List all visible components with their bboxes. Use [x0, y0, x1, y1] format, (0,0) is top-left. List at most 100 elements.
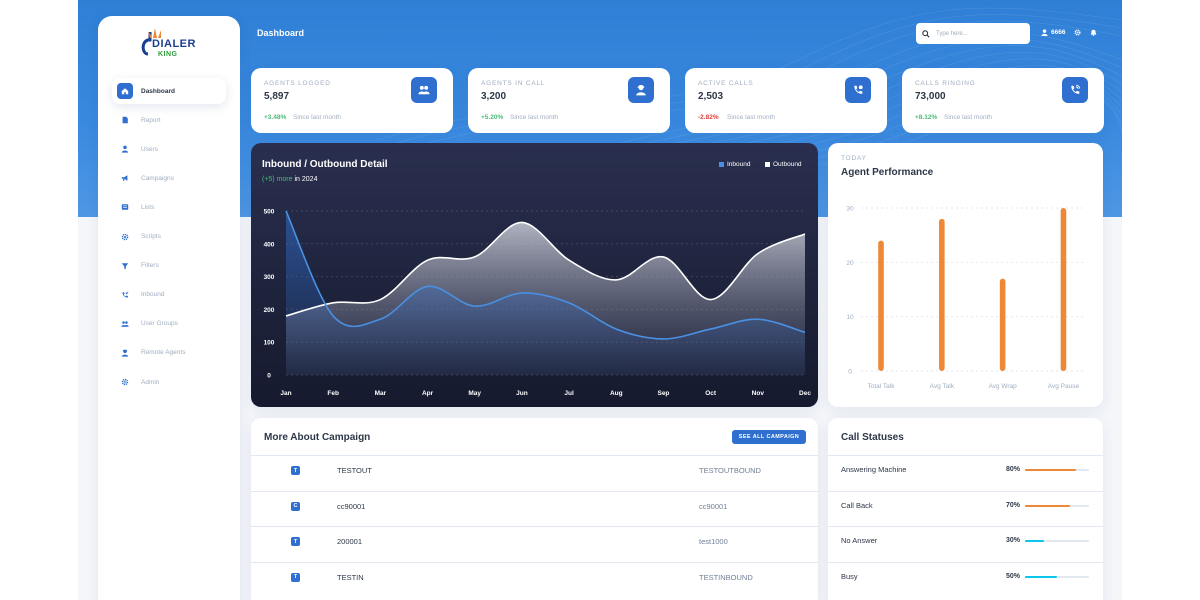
status-name: No Answer: [841, 536, 878, 545]
status-percent: 50%: [1006, 572, 1021, 580]
stat-value: 5,897: [264, 91, 290, 102]
sidebar-item-users[interactable]: Users: [112, 136, 226, 162]
stat-value: 3,200: [481, 91, 507, 102]
x-tick-label: Sep: [657, 390, 669, 397]
settings-gear-icon[interactable]: [1074, 29, 1081, 36]
x-tick-label: Mar: [375, 390, 387, 397]
sidebar-item-report[interactable]: Report: [112, 107, 226, 133]
agent-performance-chart: 0 10 20 30 Total Talk Avg Talk Avg Wrap Avg Pau…: [846, 206, 1086, 390]
stat-since: Since last month: [510, 114, 559, 121]
sidebar-item-label: Scripts: [141, 233, 161, 240]
user-menu[interactable]: 6666: [1041, 29, 1065, 36]
table-row[interactable]: T 200001 test1000: [251, 526, 818, 561]
stat-card-active-calls: ACTIVE CALLS 2,503 -2.82% Since last month: [685, 68, 887, 133]
status-progress-fill: [1025, 504, 1070, 507]
y-tick-label: 100: [264, 340, 275, 347]
sidebar: DIALER KING Dashboard Report Users Campaign…: [98, 16, 240, 600]
legend-label-outbound: Outbound: [773, 161, 802, 168]
y-tick-label: 0: [267, 373, 271, 380]
status-row: Call Back 70%: [828, 490, 1103, 526]
status-progress-fill: [1025, 575, 1057, 578]
y-tick-label: 200: [264, 307, 275, 314]
filter-icon: [117, 258, 133, 274]
inout-chart-subtitle: (+5) more in 2024: [262, 176, 317, 183]
y-tick-label: 400: [264, 241, 275, 248]
table-row[interactable]: T TESTIN TESTINBOUND: [251, 561, 818, 597]
status-progress-track: [1025, 575, 1089, 578]
status-progress-track: [1025, 469, 1089, 471]
y-tick-label: 500: [264, 209, 275, 216]
user-name: 6666: [1051, 29, 1066, 36]
y-tick-label: 0: [848, 369, 852, 376]
x-tick-label: Jul: [564, 390, 574, 397]
sidebar-item-campaigns[interactable]: Campaigns: [112, 165, 226, 191]
campaign-name: TESTIN: [337, 572, 364, 582]
x-tick-label: Aug: [610, 390, 623, 397]
status-progress-track: [1025, 504, 1089, 507]
x-tick-label: Oct: [705, 390, 717, 397]
status-percent: 80%: [1006, 466, 1021, 473]
logo-mark-icon: [141, 28, 161, 56]
status-row: Answering Machine 80%: [828, 455, 1103, 490]
gear-icon: [117, 229, 133, 245]
inout-sub-rest: in 2024: [292, 176, 318, 183]
page-title: Dashboard: [257, 28, 305, 38]
status-row: Busy 50%: [828, 561, 1103, 597]
stat-label: AGENTS LOGGED: [264, 80, 331, 87]
user-icon: [117, 141, 133, 157]
stat-value: 2,503: [698, 91, 724, 102]
logo-text-primary: DIALER: [152, 38, 196, 50]
search-placeholder: Type here...: [936, 30, 968, 37]
call-statuses-title: Call Statuses: [841, 432, 904, 443]
campaign-name: cc90001: [337, 501, 366, 511]
sidebar-item-label: Inbound: [141, 291, 165, 299]
campaign-description: test1000: [699, 537, 728, 546]
table-row[interactable]: T TESTOUT TESTOUTBOUND: [251, 455, 818, 490]
search-icon: [922, 29, 930, 38]
perf-chart-title: Agent Performance: [841, 167, 934, 178]
stat-value: 73,000: [915, 91, 946, 102]
campaign-badge: C: [291, 501, 300, 511]
campaign-name: 200001: [337, 537, 363, 546]
see-all-campaign-button[interactable]: SEE ALL CAMPAIGN: [732, 430, 806, 444]
sidebar-item-scripts[interactable]: Scripts: [112, 224, 226, 250]
phone-call-icon: [845, 77, 871, 103]
agent-performance-card: TODAY Agent Performance 0 10 20 30 Total Tal…: [828, 143, 1103, 407]
legend-item-inbound: Inbound: [719, 161, 751, 168]
notification-bell-icon[interactable]: [1090, 29, 1097, 36]
inbound-line: [285, 210, 806, 340]
sidebar-item-lists[interactable]: Lists: [112, 194, 226, 220]
stat-card-calls-ringing: CALLS RINGING 73,000 +8.12% Since last mont…: [902, 68, 1104, 133]
legend-swatch-inbound: [719, 162, 724, 167]
bar: [999, 278, 1006, 371]
campaign-description: cc90001: [699, 501, 728, 511]
status-percent: 70%: [1006, 501, 1021, 509]
call-statuses-card: Call Statuses Answering Machine 80% Call B…: [828, 418, 1103, 600]
campaign-badge: T: [291, 537, 300, 546]
sidebar-item-user-groups[interactable]: User Groups: [112, 311, 226, 337]
y-tick-label: 300: [264, 274, 275, 281]
x-tick-label: Jan: [280, 390, 291, 397]
x-tick-label: Dec: [799, 390, 811, 397]
sidebar-item-label: Remote Agents: [141, 349, 186, 357]
sidebar-item-remote-agents[interactable]: Remote Agents: [112, 340, 226, 366]
list-icon: [117, 199, 133, 215]
perf-period-label: TODAY: [841, 155, 867, 162]
stat-change: -2.82%: [698, 114, 719, 121]
users-icon: [411, 77, 437, 103]
inbound-outbound-card: Inbound / Outbound Detail (+5) more in 2…: [251, 143, 818, 407]
search-input[interactable]: Type here...: [916, 23, 1030, 44]
stat-since: Since last month: [727, 114, 776, 121]
sidebar-item-label: Dashboard: [141, 87, 175, 95]
status-progress-fill: [1025, 540, 1045, 542]
phone-ringing-icon: [1062, 77, 1088, 103]
sidebar-item-inbound[interactable]: Inbound: [112, 282, 226, 308]
campaign-badge: T: [291, 466, 300, 475]
sidebar-item-dashboard[interactable]: Dashboard: [112, 78, 226, 104]
x-tick-label: Avg Wrap: [988, 383, 1017, 390]
sidebar-item-admin[interactable]: Admin: [112, 369, 226, 395]
sidebar-item-filters[interactable]: Filters: [112, 253, 226, 279]
campaign-description: TESTOUTBOUND: [699, 466, 761, 475]
campaign-name: TESTOUT: [337, 466, 372, 475]
